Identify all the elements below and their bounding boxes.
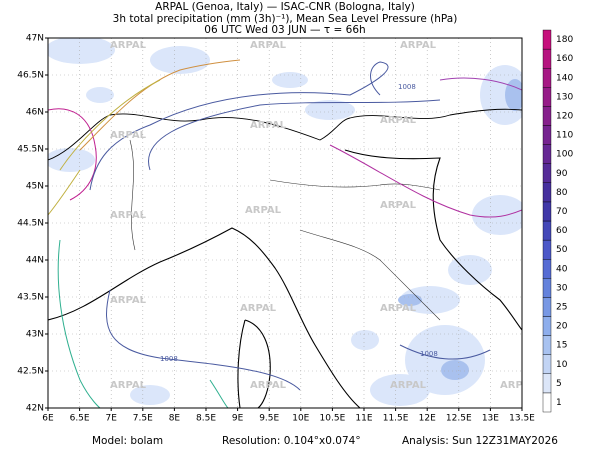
lon-label: 10.5E: [320, 414, 346, 424]
watermark: ARPAL: [110, 380, 147, 391]
lon-label: 9.5E: [259, 414, 279, 424]
colorbar-swatch: [542, 182, 552, 203]
colorbar-label: 180: [556, 35, 573, 45]
lat-label: 42.5N: [17, 367, 44, 377]
colorbar-label: 50: [556, 245, 568, 255]
colorbar-label: 15: [556, 341, 567, 351]
title-line: 06 UTC Wed 03 JUN — τ = 66h: [204, 24, 365, 36]
colorbar-swatch: [542, 48, 552, 69]
colorbar-label: 1: [556, 398, 562, 408]
colorbar-label: 100: [556, 150, 573, 160]
colorbar-swatch: [542, 201, 552, 222]
lon-label: 10E: [292, 414, 309, 424]
colorbar-label: 10: [556, 360, 568, 370]
colorbar-label: 25: [556, 302, 567, 312]
colorbar-swatch: [542, 239, 552, 260]
lat-label: 44N: [26, 256, 44, 266]
colorbar-swatch: [542, 67, 552, 88]
watermark: ARPAL: [500, 380, 537, 391]
colorbar-label: 40: [556, 264, 568, 274]
watermark: ARPAL: [110, 130, 147, 141]
lon-label: 12.5E: [446, 414, 472, 424]
watermark: ARPAL: [380, 200, 417, 211]
colorbar-swatch: [542, 220, 552, 241]
lon-label: 9E: [232, 414, 244, 424]
lat-label: 45N: [26, 182, 44, 192]
lat-label: 46N: [26, 108, 44, 118]
colorbar-label: 60: [556, 226, 568, 236]
watermark: ARPAL: [390, 380, 427, 391]
isobar-label: 1008: [160, 355, 178, 363]
lon-label: 8.5E: [196, 414, 216, 424]
colorbar-label: 140: [556, 73, 573, 83]
lon-label: 7.5E: [133, 414, 153, 424]
lon-label: 11.5E: [383, 414, 409, 424]
lon-label: 8E: [169, 414, 181, 424]
colorbar-label: 160: [556, 54, 573, 64]
colorbar-swatch: [542, 335, 552, 355]
colorbar-swatch: [542, 125, 552, 145]
title-line: 3h total precipitation (mm (3h)⁻¹), Mean…: [113, 13, 458, 25]
colorbar-swatch: [542, 87, 552, 107]
watermark: ARPAL: [250, 40, 287, 51]
lat-label: 43N: [26, 330, 44, 340]
lon-label: 6.5E: [70, 414, 90, 424]
colorbar-swatch: [542, 316, 552, 336]
colorbar-swatch: [542, 354, 552, 375]
colorbar-label: 90: [556, 169, 568, 179]
colorbar-swatch: [542, 373, 552, 394]
lon-label: 7E: [105, 414, 117, 424]
colorbar-label: 5: [556, 379, 562, 389]
colorbar-swatch: [542, 144, 552, 164]
colorbar-label: 120: [556, 111, 573, 121]
map: ARPAL ARPAL ARPAL ARPAL ARPAL ARPAL ARPAL ARPAL…: [48, 38, 537, 408]
footer-resolution: Resolution: 0.104°x0.074°: [222, 435, 361, 447]
watermark: ARPAL: [380, 115, 417, 126]
colorbar-label: 30: [556, 283, 568, 293]
isobar-label: 1008: [420, 350, 438, 358]
footer-model: Model: bolam: [92, 435, 163, 447]
colorbar-swatch: [542, 163, 552, 183]
lat-label: 44.5N: [17, 219, 44, 229]
colorbar-swatch: [542, 106, 552, 126]
colorbar-label: 20: [556, 322, 568, 332]
watermark: ARPAL: [400, 40, 437, 51]
lat-label: 46.5N: [17, 71, 44, 81]
colorbar-label: 80: [556, 188, 568, 198]
isobar-label: 1008: [398, 83, 416, 91]
colorbar-swatch: [542, 392, 552, 413]
watermark: ARPAL: [250, 380, 287, 391]
lon-label: 13.5E: [509, 414, 535, 424]
colorbar-label: 130: [556, 92, 573, 102]
lon-label: 6E: [42, 414, 54, 424]
colorbar-swatch: [542, 297, 552, 317]
colorbar-label: 110: [556, 131, 573, 141]
footer-analysis: Analysis: Sun 12Z31MAY2026: [402, 435, 558, 447]
watermark: ARPAL: [250, 120, 287, 131]
lon-label: 13E: [482, 414, 499, 424]
lat-label: 42N: [26, 404, 44, 414]
watermark: ARPAL: [240, 303, 277, 314]
watermark: ARPAL: [110, 210, 147, 221]
watermark: ARPAL: [110, 40, 147, 51]
lon-label: 11E: [355, 414, 372, 424]
lat-label: 43.5N: [17, 293, 44, 303]
title-line: ARPAL (Genoa, Italy) — ISAC-CNR (Bologna…: [155, 1, 415, 13]
watermark: ARPAL: [245, 205, 282, 216]
lat-label: 47N: [26, 34, 44, 44]
lon-label: 12E: [419, 414, 436, 424]
watermark: ARPAL: [380, 303, 417, 314]
watermark: ARPAL: [110, 295, 147, 306]
colorbar-swatch: [542, 278, 552, 298]
lat-label: 45.5N: [17, 145, 44, 155]
colorbar-label: 70: [556, 207, 568, 217]
colorbar-swatch: [542, 29, 552, 50]
colorbar-swatch: [542, 259, 552, 279]
